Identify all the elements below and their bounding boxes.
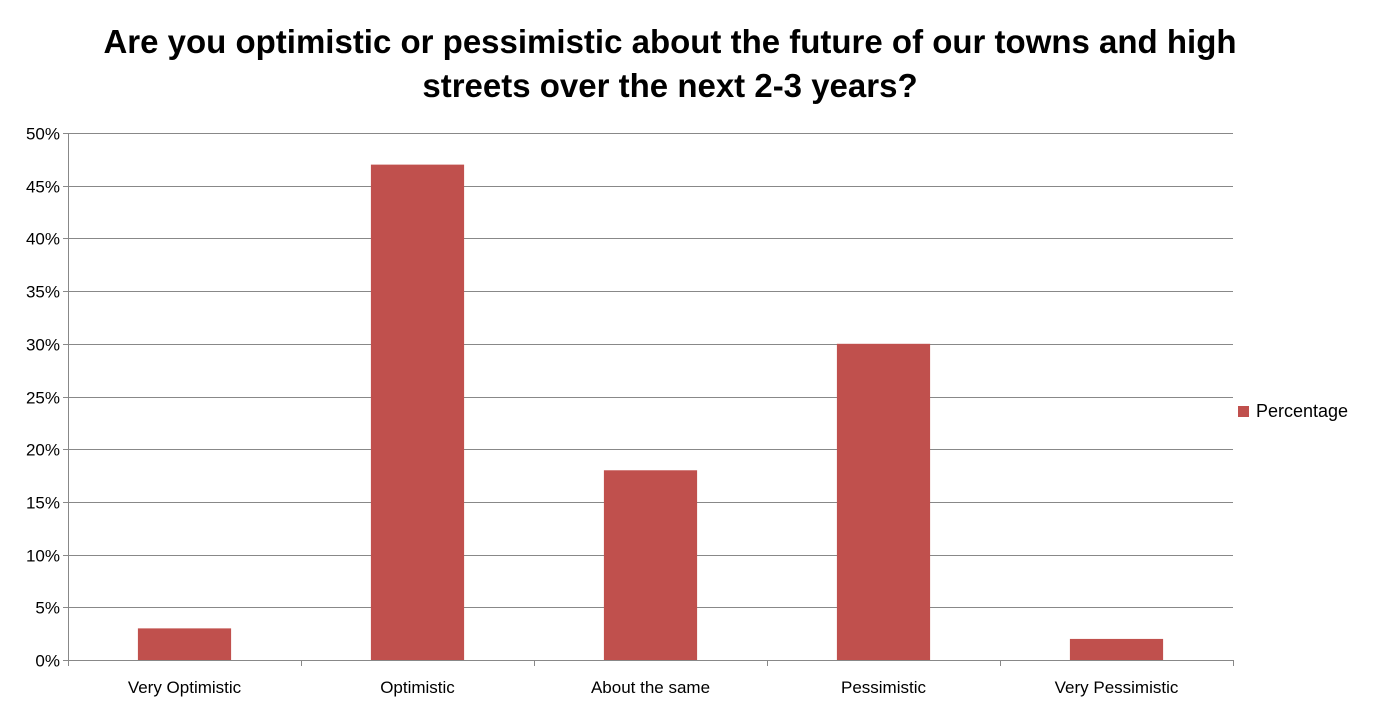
y-tick-label: 30%: [26, 336, 60, 355]
x-tick-label: Very Optimistic: [128, 678, 242, 697]
y-tick-label: 35%: [26, 283, 60, 302]
y-tick-label: 15%: [26, 494, 60, 513]
legend-swatch: [1238, 406, 1249, 417]
x-tick-label: Pessimistic: [841, 678, 927, 697]
y-tick-label: 45%: [26, 178, 60, 197]
y-tick-label: 5%: [35, 599, 60, 618]
y-tick-label: 0%: [35, 652, 60, 671]
bar: [370, 164, 465, 660]
y-tick-label: 25%: [26, 389, 60, 408]
x-tick-label: Very Pessimistic: [1055, 678, 1179, 697]
y-tick-label: 40%: [26, 230, 60, 249]
legend-label: Percentage: [1256, 401, 1349, 421]
bar: [603, 470, 698, 660]
bar: [1069, 638, 1164, 660]
chart-title: Are you optimistic or pessimistic about …: [103, 23, 1237, 104]
y-tick-label: 50%: [26, 125, 60, 144]
bar: [836, 343, 931, 660]
y-tick-label: 20%: [26, 441, 60, 460]
legend: Percentage: [1238, 401, 1348, 422]
x-tick-label: Optimistic: [380, 678, 455, 697]
y-tick-label: 10%: [26, 547, 60, 566]
x-tick-label: About the same: [591, 678, 710, 697]
bar: [137, 628, 232, 660]
